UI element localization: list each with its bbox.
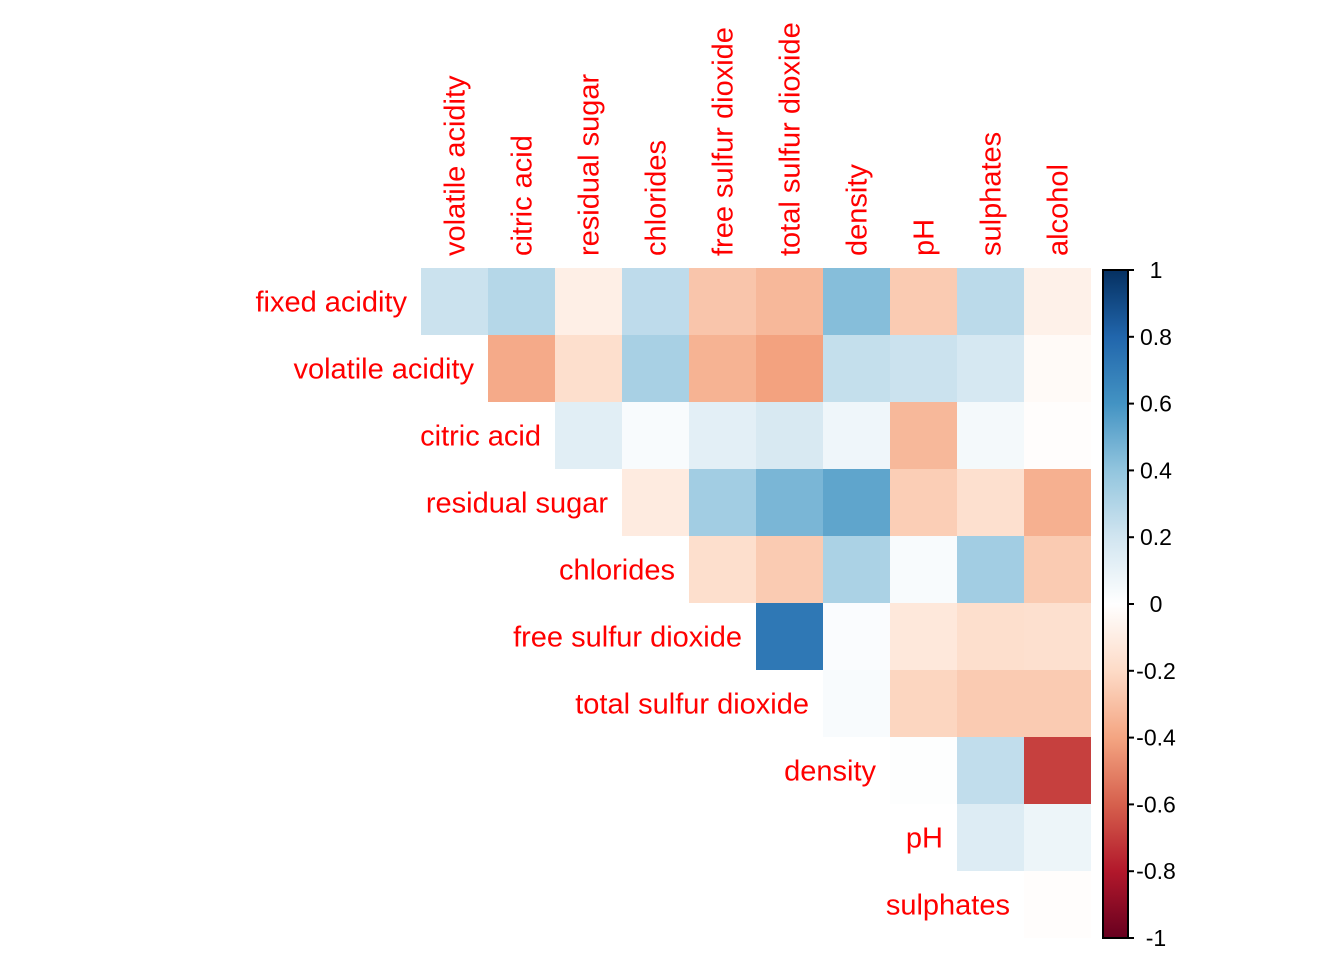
cell-free-sulfur-dioxide-vs-ph [890,603,957,670]
cell-fixed-acidity-vs-free-sulfur-dioxide [689,268,756,335]
cell-citric-acid-vs-alcohol [1024,402,1091,469]
row-label-free-sulfur-dioxide: free sulfur dioxide [513,622,742,654]
cell-residual-sugar-vs-alcohol [1024,469,1091,536]
cell-fixed-acidity-vs-alcohol [1024,268,1091,335]
cell-fixed-acidity-vs-density [823,268,890,335]
colorbar-tick-label: -1 [1146,925,1166,951]
row-label-density: density [784,756,876,788]
cell-citric-acid-vs-free-sulfur-dioxide [689,402,756,469]
cell-total-sulfur-dioxide-vs-density [823,670,890,737]
cell-citric-acid-vs-sulphates [957,402,1024,469]
cell-volatile-acidity-vs-alcohol [1024,335,1091,402]
cell-residual-sugar-vs-free-sulfur-dioxide [689,469,756,536]
cell-fixed-acidity-vs-chlorides [622,268,689,335]
colorbar-tick-label: 0 [1150,591,1163,617]
cell-fixed-acidity-vs-volatile-acidity [421,268,488,335]
cell-citric-acid-vs-total-sulfur-dioxide [756,402,823,469]
col-label-sulphates: sulphates [976,132,1008,256]
colorbar-tick-label: -0.4 [1136,725,1176,751]
cell-residual-sugar-vs-total-sulfur-dioxide [756,469,823,536]
row-label-total-sulfur-dioxide: total sulfur dioxide [575,689,809,721]
cell-fixed-acidity-vs-total-sulfur-dioxide [756,268,823,335]
cell-volatile-acidity-vs-residual-sugar [555,335,622,402]
cell-density-vs-sulphates [957,737,1024,804]
colorbar-ticks: 1 0.8 0.6 0.4 0.2 0 -0.2 -0.4 -0.6 -0.8 -1 [1128,257,1176,951]
cell-density-vs-alcohol [1024,737,1091,804]
colorbar-gradient [1102,269,1129,939]
colorbar-tick-label: -0.6 [1136,791,1176,817]
cell-residual-sugar-vs-density [823,469,890,536]
cell-citric-acid-vs-ph [890,402,957,469]
cell-volatile-acidity-vs-free-sulfur-dioxide [689,335,756,402]
col-label-citric-acid: citric acid [507,135,539,256]
cell-citric-acid-vs-chlorides [622,402,689,469]
colorbar-tick-label: 0.8 [1140,324,1172,350]
cell-density-vs-ph [890,737,957,804]
col-label-ph: pH [909,219,941,256]
heatmap-cells [421,268,1091,938]
colorbar-tick-label: 0.6 [1140,391,1172,417]
colorbar-tick-label: 0.2 [1140,524,1172,550]
cell-residual-sugar-vs-sulphates [957,469,1024,536]
colorbar-tick-label: -0.8 [1136,858,1176,884]
cell-free-sulfur-dioxide-vs-sulphates [957,603,1024,670]
row-label-sulphates: sulphates [886,890,1010,922]
cell-fixed-acidity-vs-ph [890,268,957,335]
cell-residual-sugar-vs-ph [890,469,957,536]
cell-free-sulfur-dioxide-vs-density [823,603,890,670]
colorbar-tick-label: -0.2 [1136,658,1176,684]
cell-volatile-acidity-vs-sulphates [957,335,1024,402]
cell-residual-sugar-vs-chlorides [622,469,689,536]
cell-ph-vs-sulphates [957,804,1024,871]
cell-sulphates-vs-alcohol [1024,871,1091,938]
cell-volatile-acidity-vs-total-sulfur-dioxide [756,335,823,402]
cell-volatile-acidity-vs-density [823,335,890,402]
cell-free-sulfur-dioxide-vs-alcohol [1024,603,1091,670]
cell-fixed-acidity-vs-residual-sugar [555,268,622,335]
column-labels: volatile acidity citric acid residual suga… [440,22,1075,256]
row-label-ph: pH [906,823,943,855]
row-label-volatile-acidity: volatile acidity [293,354,474,386]
row-label-citric-acid: citric acid [420,421,541,453]
col-label-total-sulfur-dioxide: total sulfur dioxide [775,22,807,256]
colorbar-tick-label: 1 [1150,257,1163,283]
cell-citric-acid-vs-density [823,402,890,469]
colorbar: 1 0.8 0.6 0.4 0.2 0 -0.2 -0.4 -0.6 -0.8 -1 [1102,257,1176,951]
cell-volatile-acidity-vs-ph [890,335,957,402]
cell-total-sulfur-dioxide-vs-ph [890,670,957,737]
cell-total-sulfur-dioxide-vs-sulphates [957,670,1024,737]
col-label-chlorides: chlorides [641,140,673,256]
colorbar-tick-label: 0.4 [1140,457,1172,483]
row-label-chlorides: chlorides [559,555,675,587]
cell-volatile-acidity-vs-chlorides [622,335,689,402]
col-label-free-sulfur-dioxide: free sulfur dioxide [708,27,740,256]
cell-citric-acid-vs-residual-sugar [555,402,622,469]
row-label-fixed-acidity: fixed acidity [255,287,407,319]
col-label-residual-sugar: residual sugar [574,74,606,256]
cell-chlorides-vs-alcohol [1024,536,1091,603]
col-label-alcohol: alcohol [1043,164,1075,256]
cell-ph-vs-alcohol [1024,804,1091,871]
cell-chlorides-vs-total-sulfur-dioxide [756,536,823,603]
cell-chlorides-vs-density [823,536,890,603]
cell-fixed-acidity-vs-citric-acid [488,268,555,335]
cell-chlorides-vs-free-sulfur-dioxide [689,536,756,603]
cell-total-sulfur-dioxide-vs-alcohol [1024,670,1091,737]
cell-fixed-acidity-vs-sulphates [957,268,1024,335]
cell-volatile-acidity-vs-citric-acid [488,335,555,402]
cell-free-sulfur-dioxide-vs-total-sulfur-dioxide [756,603,823,670]
col-label-volatile-acidity: volatile acidity [440,75,472,256]
col-label-density: density [842,164,874,256]
cell-chlorides-vs-sulphates [957,536,1024,603]
cell-chlorides-vs-ph [890,536,957,603]
row-label-residual-sugar: residual sugar [426,488,608,520]
row-labels: fixed acidity volatile acidity citric acid… [255,287,1010,922]
